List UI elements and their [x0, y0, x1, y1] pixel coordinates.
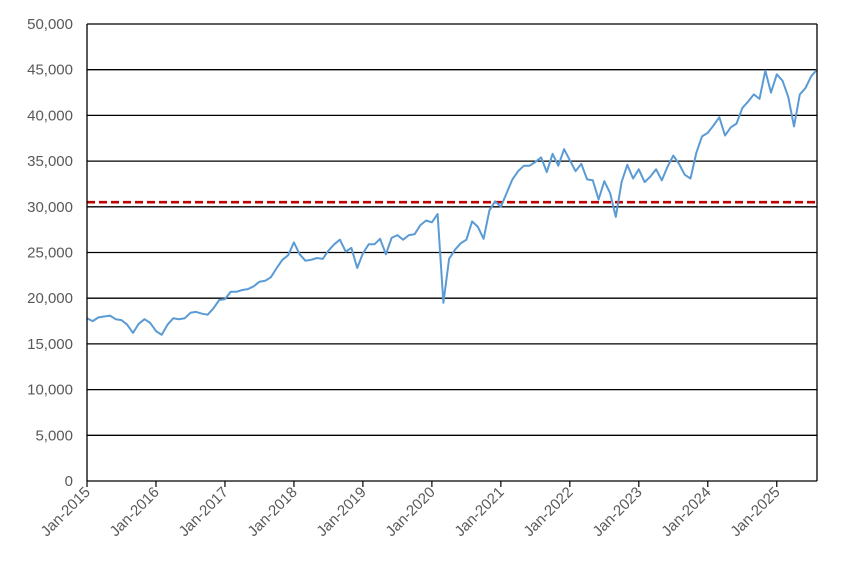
y-tick-label: 45,000: [27, 62, 73, 79]
x-tick-label: Jan-2025: [727, 484, 783, 540]
y-tick-label: 30,000: [27, 199, 73, 216]
series-group: [86, 69, 818, 336]
y-tick-label: 10,000: [27, 382, 73, 399]
y-tick-label: 40,000: [27, 107, 73, 124]
x-tick-label: Jan-2019: [313, 484, 369, 540]
x-tick-label: Jan-2021: [451, 484, 507, 540]
y-tick-labels: 0 5,000 10,000 15,000 20,000 25,000 30,000 35,0…: [27, 16, 73, 490]
x-tick-label: Jan-2020: [382, 484, 438, 540]
y-tick-label: 25,000: [27, 245, 73, 262]
y-tick-label: 35,000: [27, 153, 73, 170]
series-line: [86, 69, 818, 336]
x-tick-label: Jan-2017: [176, 484, 232, 540]
y-tick-label: 15,000: [27, 336, 73, 353]
gridlines: [87, 23, 817, 436]
x-tick-labels: Jan-2015 Jan-2016 Jan-2017 Jan-2018 Jan-2019…: [38, 481, 784, 540]
x-tick-label: Jan-2015: [38, 484, 94, 540]
axes: [86, 24, 818, 482]
y-tick-label: 5,000: [35, 427, 73, 444]
x-tick-label: Jan-2023: [589, 484, 645, 540]
x-tick-label: Jan-2022: [520, 484, 576, 540]
y-tick-label: 50,000: [27, 16, 73, 33]
x-tick-label: Jan-2016: [107, 484, 163, 540]
y-tick-label: 20,000: [27, 290, 73, 307]
x-tick-label: Jan-2024: [658, 484, 714, 540]
x-tick-label: Jan-2018: [244, 484, 300, 540]
y-tick-label: 0: [65, 473, 73, 490]
